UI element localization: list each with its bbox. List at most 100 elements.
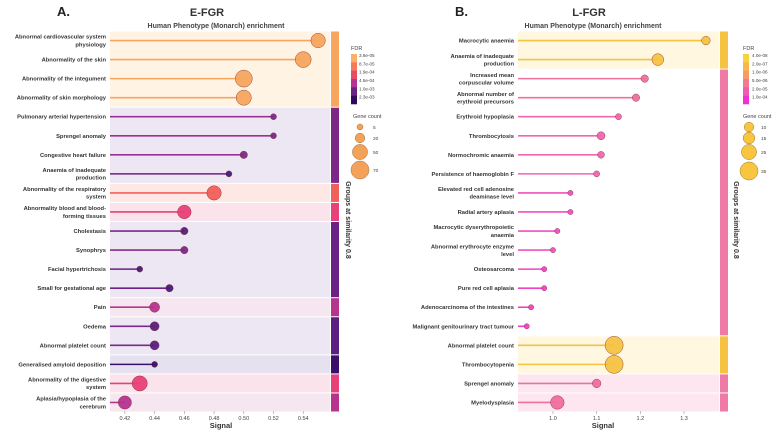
x-tick-label-5: 0.52 bbox=[268, 416, 279, 422]
dot-14 bbox=[149, 301, 160, 313]
size-legend-dot-2 bbox=[741, 144, 757, 160]
group-band-3 bbox=[518, 374, 719, 393]
dot-4 bbox=[615, 113, 622, 120]
category-label-3: Abnormality of skin morphology bbox=[17, 96, 107, 102]
dot-17 bbox=[151, 361, 158, 368]
dot-7 bbox=[225, 170, 233, 178]
x-tick-label-2: 1.2 bbox=[637, 416, 645, 422]
dot-12 bbox=[541, 266, 548, 272]
fdr-swatch-2 bbox=[743, 70, 749, 80]
group-band-9 bbox=[110, 393, 330, 412]
size-legend-dot-1 bbox=[742, 131, 756, 145]
category-label-15: Malignant genitourinary tract tumour bbox=[413, 324, 515, 330]
group-bar-3 bbox=[331, 202, 339, 221]
dot-17 bbox=[604, 355, 624, 374]
group-bar-1 bbox=[331, 107, 339, 183]
category-label-18-line-0: Abnormality of the digestive bbox=[28, 378, 107, 384]
fdr-label-3: 5.0e-06 bbox=[752, 78, 768, 83]
dot-5 bbox=[270, 132, 277, 139]
dot-3 bbox=[235, 89, 252, 106]
dot-16 bbox=[604, 336, 624, 355]
panel-b-chart: Macrocytic anaemia Anaemia of inadequatep… bbox=[413, 31, 768, 422]
dot-19 bbox=[118, 395, 132, 410]
dot-4 bbox=[270, 113, 277, 120]
category-label-19-line-1: cerebrum bbox=[80, 404, 106, 410]
dot-15 bbox=[149, 321, 160, 332]
fdr-label-2: 1.9e-04 bbox=[359, 70, 375, 75]
category-label-17: Thrombocytopenia bbox=[462, 362, 515, 368]
fdr-swatch-0 bbox=[743, 54, 749, 63]
category-label-11-line-1: level bbox=[501, 252, 514, 258]
x-tick-label-3: 1.3 bbox=[680, 416, 688, 422]
x-tick-label-0: 1.0 bbox=[549, 416, 557, 422]
size-legend-dot-2 bbox=[352, 144, 368, 160]
panel-a-side-label: Groups at similarity 0.8 bbox=[344, 181, 351, 259]
x-tick-label-3: 0.48 bbox=[209, 416, 220, 422]
category-label-6: Normochromic anaemia bbox=[448, 153, 515, 159]
category-label-9: Radial artery aplasia bbox=[458, 210, 515, 216]
x-tick-label-4: 0.50 bbox=[238, 416, 249, 422]
category-label-13: Pure red cell aplasia bbox=[458, 286, 515, 292]
category-label-6: Congestive heart failure bbox=[40, 153, 107, 159]
fdr-swatch-3 bbox=[743, 79, 749, 88]
category-label-3-line-1: erythroid precursors bbox=[457, 99, 514, 105]
size-legend-label-2: 50 bbox=[373, 150, 379, 156]
dot-2 bbox=[640, 74, 649, 83]
category-label-2: Abnormality of the integument bbox=[22, 77, 106, 83]
group-bar-5 bbox=[331, 298, 339, 317]
dot-1 bbox=[651, 53, 664, 66]
category-label-3-line-0: Abnormal number of bbox=[457, 92, 514, 98]
dot-9 bbox=[177, 204, 192, 219]
category-label-17: Generalised amyloid deposition bbox=[18, 362, 106, 368]
group-band-0 bbox=[110, 31, 330, 107]
size-legend-dot-0 bbox=[356, 123, 364, 131]
category-label-12: Osteosarcoma bbox=[474, 267, 515, 273]
dot-0 bbox=[310, 33, 326, 48]
dot-18 bbox=[592, 378, 602, 388]
fdr-label-5: 2.3e-03 bbox=[359, 95, 375, 100]
group-bar-4 bbox=[720, 393, 728, 412]
dot-5 bbox=[596, 131, 606, 140]
category-label-0-line-1: physiology bbox=[75, 42, 106, 48]
category-label-10-line-0: Macrocytic dyserythropoietic bbox=[433, 225, 514, 231]
x-tick-label-1: 1.1 bbox=[593, 416, 601, 422]
dot-15 bbox=[523, 323, 530, 330]
fdr-label-2: 1.0e-06 bbox=[752, 70, 768, 75]
category-label-8-line-0: Abnormality of the respiratory bbox=[23, 187, 107, 193]
size-legend-label-2: 25 bbox=[761, 150, 767, 156]
category-label-9-line-1: forming tissues bbox=[63, 214, 106, 220]
fdr-label-1: 2.0e-07 bbox=[752, 61, 768, 66]
group-band-0 bbox=[518, 31, 719, 69]
group-bar-2 bbox=[720, 336, 728, 374]
group-band-4 bbox=[110, 222, 330, 298]
category-label-10: Cholestasis bbox=[73, 229, 106, 235]
dot-1 bbox=[295, 51, 312, 68]
dot-6 bbox=[597, 151, 605, 159]
x-tick-label-1: 0.44 bbox=[149, 416, 160, 422]
category-label-19-line-0: Aplasia/hypoplasia of the bbox=[36, 397, 107, 403]
size-legend-label-3: 70 bbox=[373, 168, 379, 174]
dot-0 bbox=[701, 36, 711, 46]
category-label-4: Pulmonary arterial hypertension bbox=[17, 115, 106, 121]
category-label-1: Abnormality of the skin bbox=[42, 58, 107, 64]
size-legend-label-3: 35 bbox=[761, 169, 767, 175]
panel-b-count-title: Gene count bbox=[743, 114, 772, 120]
fdr-swatch-4 bbox=[743, 87, 749, 96]
fdr-swatch-4 bbox=[351, 87, 357, 96]
panel-a-xlabel: Signal bbox=[210, 421, 233, 430]
category-label-11: Synophrys bbox=[76, 248, 106, 254]
fdr-swatch-1 bbox=[351, 62, 357, 71]
category-label-18-line-1: system bbox=[86, 385, 106, 391]
category-label-0-line-0: Abnormal cardiovascular system bbox=[15, 35, 106, 41]
category-label-15: Oedema bbox=[83, 324, 107, 330]
group-band-6 bbox=[110, 317, 330, 355]
category-label-18: Sprengel anomaly bbox=[464, 381, 515, 387]
dot-6 bbox=[239, 150, 248, 159]
panel-a-count-title: Gene count bbox=[353, 114, 382, 120]
category-label-8-line-1: deaminase level bbox=[470, 195, 515, 201]
group-band-1 bbox=[518, 69, 719, 336]
category-label-19: Myelodysplasia bbox=[471, 400, 515, 406]
dot-12 bbox=[136, 265, 143, 273]
group-bar-4 bbox=[331, 222, 339, 298]
